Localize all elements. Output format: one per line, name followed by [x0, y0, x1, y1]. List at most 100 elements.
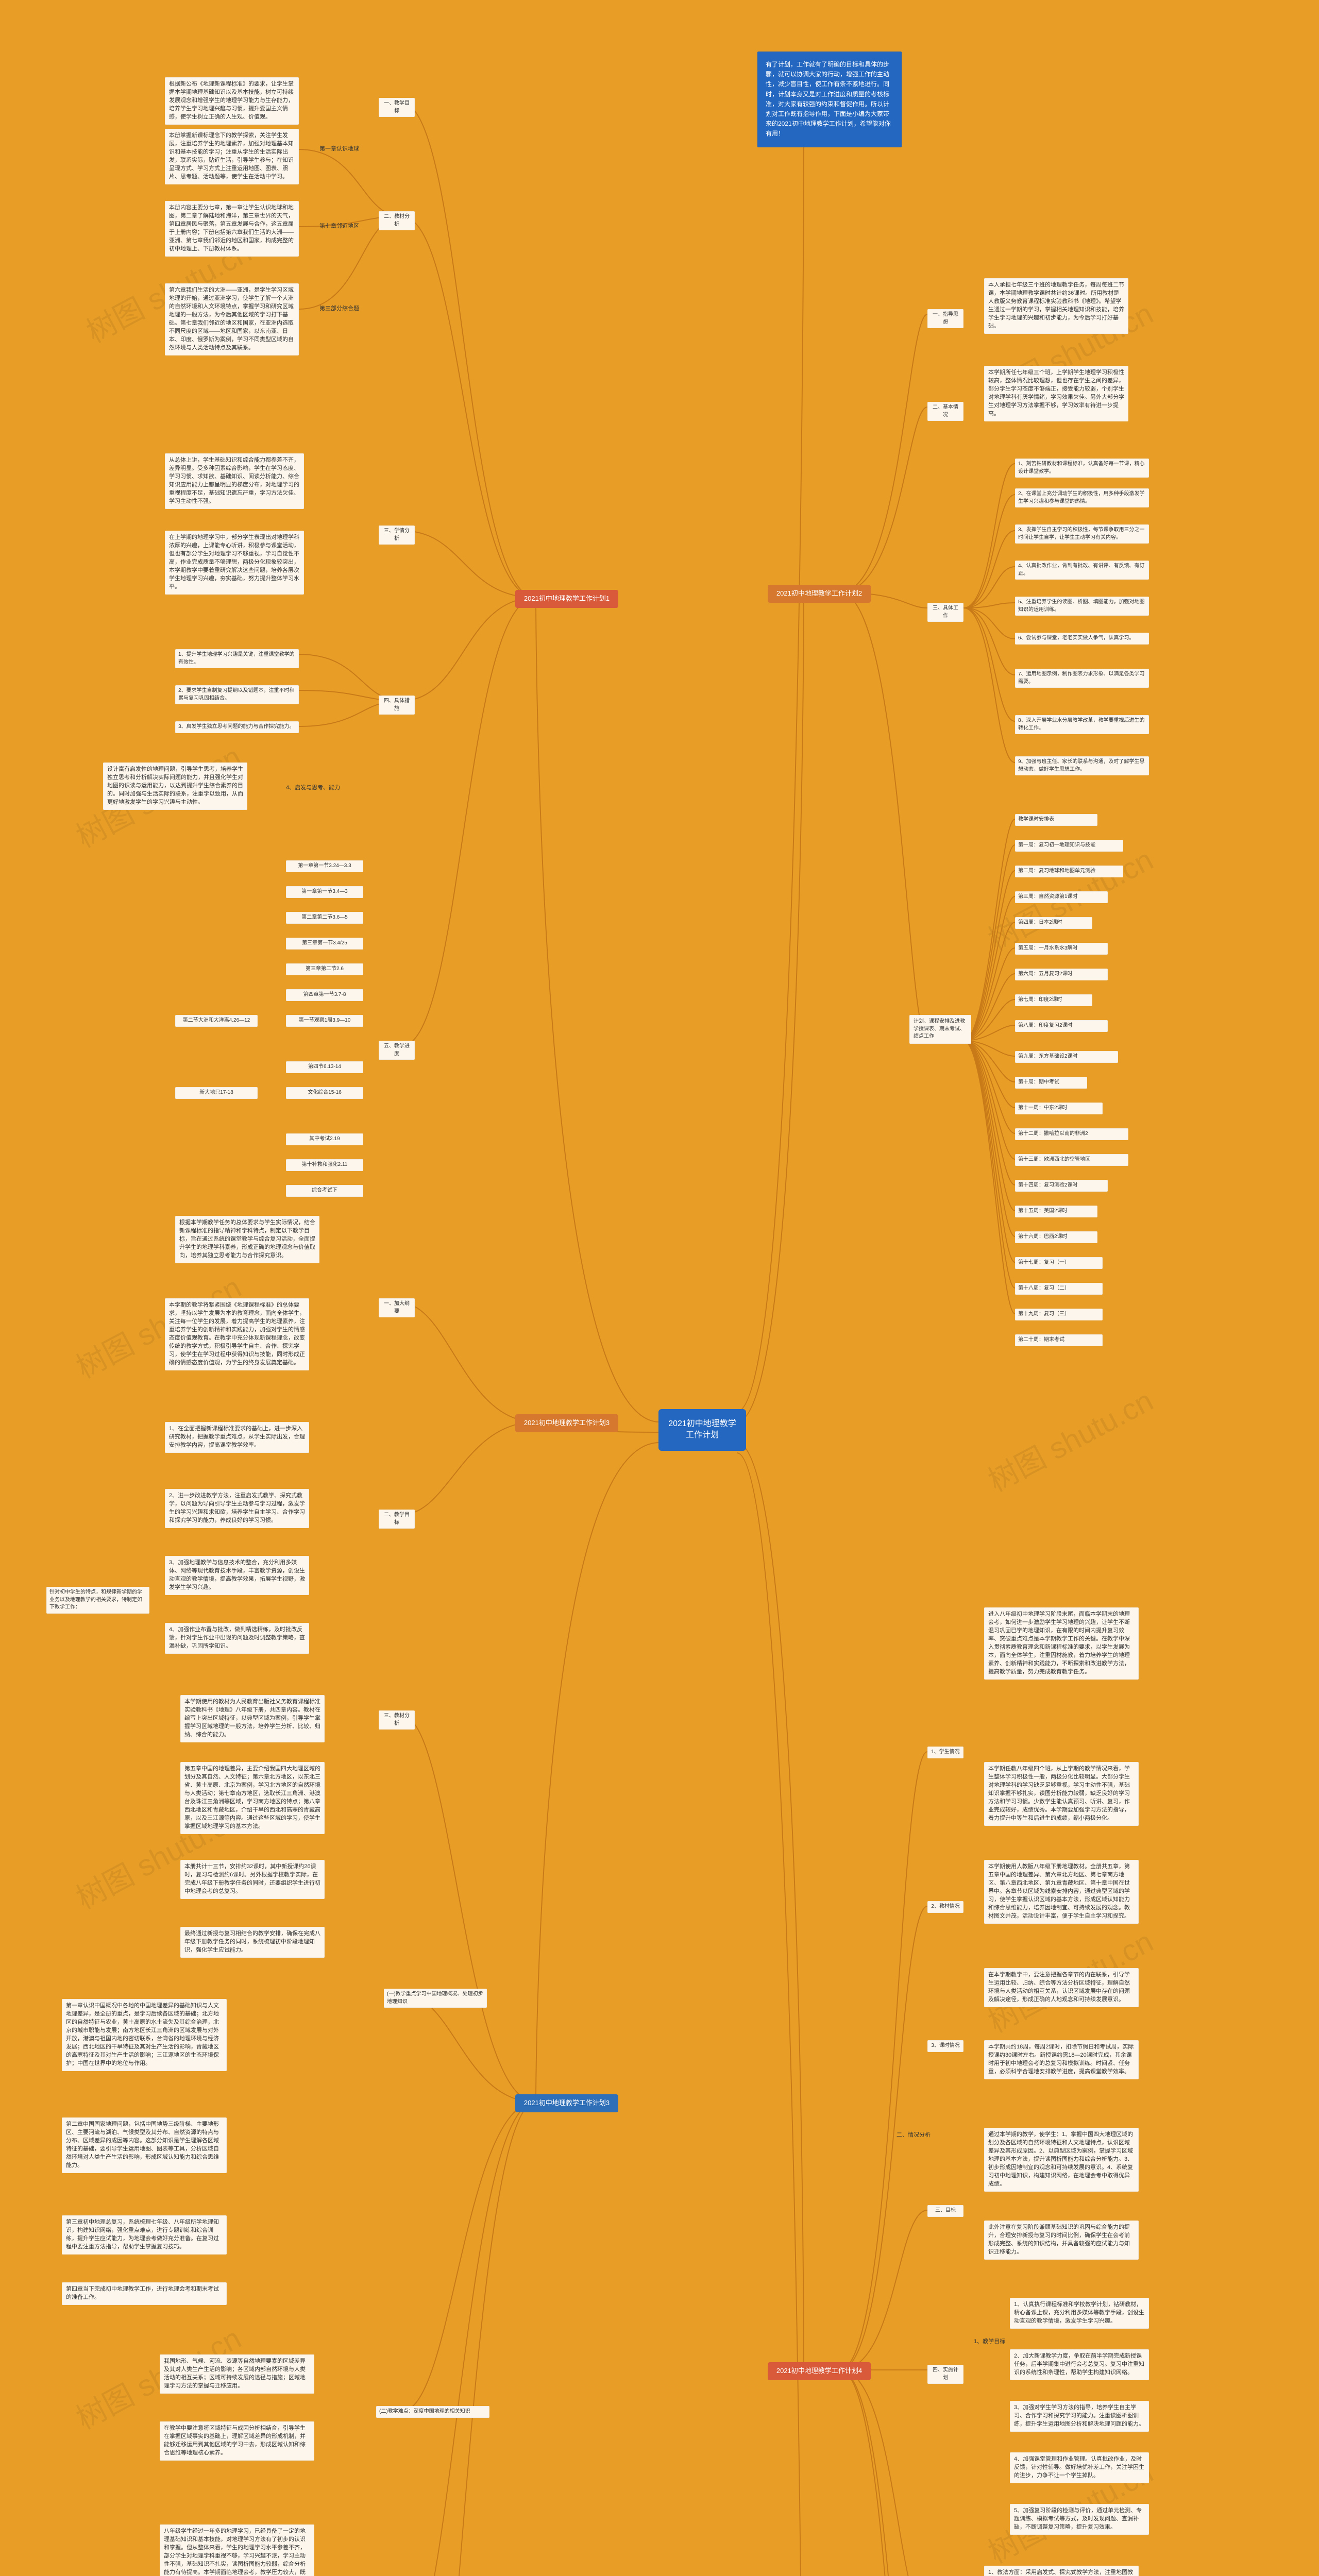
- sec1-m-para: 设计富有启发性的地理问题，引导学生思考，培养学生独立思考和分析解决实际问题的能力…: [103, 762, 247, 810]
- sec1-an1: 本册掌握新课标理念下的教学探索，关注学生发展，注重培养学生的地理素养，加强对地理…: [165, 129, 299, 184]
- sec4-h2b[interactable]: 2、教材情况: [927, 1901, 963, 1913]
- sec2-w17: 第十七周：复习（一）: [1015, 1257, 1103, 1269]
- sec2-w18: 第十八周：复习（二）: [1015, 1283, 1103, 1295]
- sec1-sch9: 文化综合15-16: [286, 1087, 363, 1099]
- sec3-g2c: 3、加强地理教学与信息技术的整合，充分利用多媒体、网络等现代教育技术手段，丰富教…: [165, 1556, 309, 1595]
- sec1[interactable]: 2021初中地理教学工作计划1: [515, 590, 618, 608]
- sec2-w20: 第二十周：期末考试: [1015, 1334, 1103, 1346]
- sec3-gd: 本学期的教学将紧紧围绕《地理课程标准》的总体要求，坚持以学生发展为本的教育理念，…: [165, 1298, 309, 1370]
- sec2-w3: 第三周：自然资源第1课时: [1015, 891, 1108, 903]
- sec3-h3[interactable]: 三、教材分析: [379, 1710, 415, 1730]
- sec3-r4: 第四章当下完成初中地理教学工作，进行地理会考和期末考试的准备工作。: [62, 2282, 227, 2305]
- sec2-j8: 8、深入开展学业水分层教学改革，教学要重视后进生的转化工作。: [1015, 715, 1149, 734]
- sec3-h4c[interactable]: (二)教学难点：深度中国地理的相关知识: [376, 2406, 489, 2418]
- sec4-tgt: 通过本学期的教学，使学生：1、掌握中国四大地理区域的划分及各区域的自然环境特征和…: [984, 2128, 1139, 2192]
- sec3-h1[interactable]: 一、加大纲要: [379, 1298, 415, 1317]
- sec1-sch12: 第十补救和强化2.11: [286, 1159, 363, 1171]
- sec4-h3[interactable]: 三、目标: [927, 2205, 963, 2217]
- sec4-tgt2: 此外注意在复习阶段兼顾基础知识的巩固与综合能力的提升，合理安排新授与复习的时间比…: [984, 2221, 1139, 2260]
- sec2-w19: 第十九周：复习（三）: [1015, 1309, 1103, 1320]
- sec3-h2[interactable]: 二、教学目标: [379, 1510, 415, 1529]
- sec2-j6: 6、尝试参与课堂，老老实实做人争气，认真学习。: [1015, 633, 1149, 645]
- sec2-j5: 5、注重培养学生的读图、析图、填图能力，加强对地图知识的运用训练。: [1015, 597, 1149, 616]
- sec2-w5: 第五周：一月水系水3解时: [1015, 943, 1108, 955]
- sec4[interactable]: 2021初中地理教学工作计划4: [768, 2362, 871, 2380]
- sec3-bridge: 根据本学期教学任务的总体要求与学生实际情况，结合新课程标准的指导精神和学科特点，…: [175, 1216, 319, 1263]
- sec3-ana1: 本学期使用的教材为人民教育出版社义务教育课程标准实验教科书《地理》八年级下册，共…: [180, 1695, 325, 1742]
- sec1-sch13: 综合考试下: [286, 1185, 363, 1197]
- sec4-h2a[interactable]: 1、学生情况: [927, 1747, 963, 1758]
- sec3-g2a: 1、在全面把握新课程标准要求的基础上，进一步深入研究教材，把握教学重点难点，从学…: [165, 1422, 309, 1453]
- sec4-m1: 1、教法方面：采用启发式、探究式教学方法，注重地图教学和多媒体辅助教学，引导学生…: [984, 2566, 1139, 2576]
- sec2-w11: 第十一周：中东2课时: [1015, 1103, 1103, 1114]
- sec4-mat2: 在本学期教学中，要注意把握各章节的内在联系，引导学生运用比较、归纳、综合等方法分…: [984, 1968, 1139, 2007]
- sec2-plan: 教学课时安排表: [1015, 814, 1097, 826]
- sec2-w12: 第十二周：撒哈拉以南的非洲2: [1015, 1128, 1128, 1140]
- sec2-w16: 第十六周：巴西2课时: [1015, 1231, 1097, 1243]
- sec2-j1: 1、刻苦钻研教材和课程标准，认真备好每一节课，精心设计课堂教学。: [1015, 459, 1149, 478]
- sec1-an-sub1: 第一章认识地球: [319, 144, 359, 152]
- sec3-r3: 第三章初中地理总复习，系统梳理七年级、八年级所学地理知识，构建知识网络，强化重点…: [62, 2215, 227, 2255]
- sec2-h3[interactable]: 三、具体工作: [927, 603, 963, 622]
- central-topic[interactable]: 2021初中地理教学工作计划: [658, 1409, 746, 1451]
- sec3-lead: 针对初中学生的特点，和规律新学期的学业务以及地理教学的相关要求，特制定如下教学工…: [46, 1587, 149, 1614]
- sec1-stu1: 从总体上讲，学生基础知识和综合能力都参差不齐，差异明显。受多种因素综合影响，学生…: [165, 453, 304, 509]
- watermark: 树图 shutu.cn: [979, 1377, 1160, 1500]
- sec3-g2b: 2、进一步改进教学方法，注重启发式教学、探究式教学，以问题为导向引导学生主动参与…: [165, 1489, 309, 1528]
- sec2-w13: 第十三周：欧洲西北的空管地区: [1015, 1154, 1128, 1166]
- sec2-h1[interactable]: 一、指导思想: [927, 309, 963, 328]
- sec1-sch2: 第二章第二节3.6—5: [286, 912, 363, 924]
- sec3-r1: 第一章认识中国概况中各地的中国地理差异的基础知识与人文地理差异，是全册的重点，是…: [62, 1999, 227, 2071]
- sec2-w15: 第十五周：美国2课时: [1015, 1206, 1097, 1217]
- sec2-w6: 第六周：五月复习2课时: [1015, 969, 1108, 980]
- sec2-h2[interactable]: 二、基本情况: [927, 402, 963, 421]
- sec1-an2: 本册内容主要分七章，第一章让学生认识地球和地图，第二章了解陆地和海洋，第三章世界…: [165, 201, 299, 257]
- sec1-an-sub2: 第七章邻近地区: [319, 222, 359, 230]
- sec2-w4: 第四周：日本2课时: [1015, 917, 1092, 929]
- sec3b[interactable]: 2021初中地理教学工作计划3: [515, 2094, 618, 2112]
- sec1-sch4: 第三章第二节2.6: [286, 963, 363, 975]
- sec1-an3: 第六章我们生活的大洲——亚洲，是学生学习区域地理的开始，通过亚洲学习，使学生了解…: [165, 283, 299, 355]
- sec1-sch11: 其中考试2.19: [286, 1133, 363, 1145]
- sec4-h4[interactable]: 四、实施计划: [927, 2365, 963, 2384]
- sec2-w8: 第八周：印度复习2课时: [1015, 1020, 1108, 1032]
- sec3-r2: 第二章中国国家地理问题，包括中国地势三级阶梯、主要地形区、主要河流与湖泊、气候类…: [62, 2117, 227, 2173]
- sec1-sch7: 第二节大洲和大洋离4.26—12: [175, 1015, 258, 1027]
- sec3-diff: 我国地形、气候、河流、资源等自然地理要素的区域差异及其对人类生产生活的影响；各区…: [160, 2354, 314, 2394]
- sec3-diff2: 在教学中要注意将区域特征与成因分析相结合，引导学生在掌握区域事实的基础上，理解区…: [160, 2421, 314, 2461]
- sec2-w9: 第九周：东方基础设2课时: [1015, 1051, 1118, 1063]
- sec3-label[interactable]: 2021初中地理教学工作计划3: [515, 1414, 618, 1432]
- sec1-m-note: 4、启发与思考、能力: [286, 783, 340, 791]
- sec2[interactable]: 2021初中地理教学工作计划2: [768, 585, 871, 603]
- sec4-im1: 1、认真执行课程标准和学校教学计划，钻研教材，精心备课上课，充分利用多媒体等教学…: [1010, 2298, 1149, 2329]
- sec1-sch3: 第三章第一节3.4/25: [286, 938, 363, 950]
- sec1-sch1: 第一章第一节3.24—3.3: [286, 860, 363, 872]
- sec3-ana3: 本册共计十三节，安排约32课时，其中新授课约26课时，复习与检测约6课时。另外根…: [180, 1860, 325, 1899]
- sec1-an-sub3: 第三部分综合题: [319, 304, 359, 312]
- sec4-gd: 进入八年级初中地理学习阶段末尾，面临本学期末的地理会考，如何进一步激励学生学习地…: [984, 1607, 1139, 1680]
- sec1-goal: 根据新公布《地理新课程标准》的要求，让学生掌握本学期地理基础知识以及基本技能，树…: [165, 77, 299, 125]
- intro-card: 有了计划，工作就有了明确的目标和具体的步骤，就可以协调大家的行动，增强工作的主动…: [757, 52, 902, 147]
- sec2-h4[interactable]: 计划、课程安排及进教学授课表、期末考试、绩点工作: [909, 1015, 971, 1044]
- sec2-w7: 第七周：印度2课时: [1015, 994, 1092, 1006]
- sec4-im4: 4、加强课堂管理和作业管理。认真批改作业，及时反馈，针对性辅导。做好培优补差工作…: [1010, 2452, 1149, 2483]
- sec1-h2[interactable]: 二、教材分析: [379, 211, 415, 230]
- sec1-sch8: 第四节6.13-14: [286, 1061, 363, 1073]
- sec1-h1[interactable]: 一、教学目标: [379, 98, 415, 117]
- sec4-h2c[interactable]: 3、课时情况: [927, 2040, 963, 2052]
- sec1-m3: 3、启发学生独立思考问题的能力与合作探究能力。: [175, 721, 299, 733]
- sec3-stu: 八年级学生经过一年多的地理学习，已经具备了一定的地理基础知识和基本技能，对地理学…: [160, 2524, 314, 2576]
- sec2-j7: 7、运用地图示例，制作图表力求形象、以满足各类学习需要。: [1015, 669, 1149, 688]
- sec3-g2d: 4、加强作业布置与批改，做到精选精练，及时批改反馈，针对学生作业中出现的问题及时…: [165, 1623, 309, 1654]
- sec2-gd1: 本人承担七年级三个班的地理教学任务，每周每班二节课，本学期地理教学课时共计约36…: [984, 278, 1128, 334]
- sec1-m2: 2、要求学生自制复习提纲以及错题本，注重平时积累与复习巩固相结合。: [175, 685, 299, 704]
- sec1-sch1b: 第一章第一节3.4—3: [286, 886, 363, 898]
- sec1-h4[interactable]: 四、具体措施: [379, 696, 415, 715]
- sec2-base1: 本学期所任七年级三个班，上学期学生地理学习积极性较高，整体情况比较理想，但也存在…: [984, 366, 1128, 421]
- sec3-h4b[interactable]: (一)教学重点学习中国地理概况、处理初步地理知识: [384, 1989, 487, 2008]
- sec1-m1: 1、提升学生地理学习兴趣是关键，注重课堂教学的有效性。: [175, 649, 299, 668]
- sec1-h3[interactable]: 三、学情分析: [379, 526, 415, 545]
- sec1-h5[interactable]: 五、教学进度: [379, 1041, 415, 1060]
- sec2-j3: 3、发挥学生自主学习的积极性，每节课争取用三分之一时间让学生自学，让学生主动学习…: [1015, 524, 1149, 544]
- sec4-h2label: 二、情况分析: [897, 2130, 931, 2139]
